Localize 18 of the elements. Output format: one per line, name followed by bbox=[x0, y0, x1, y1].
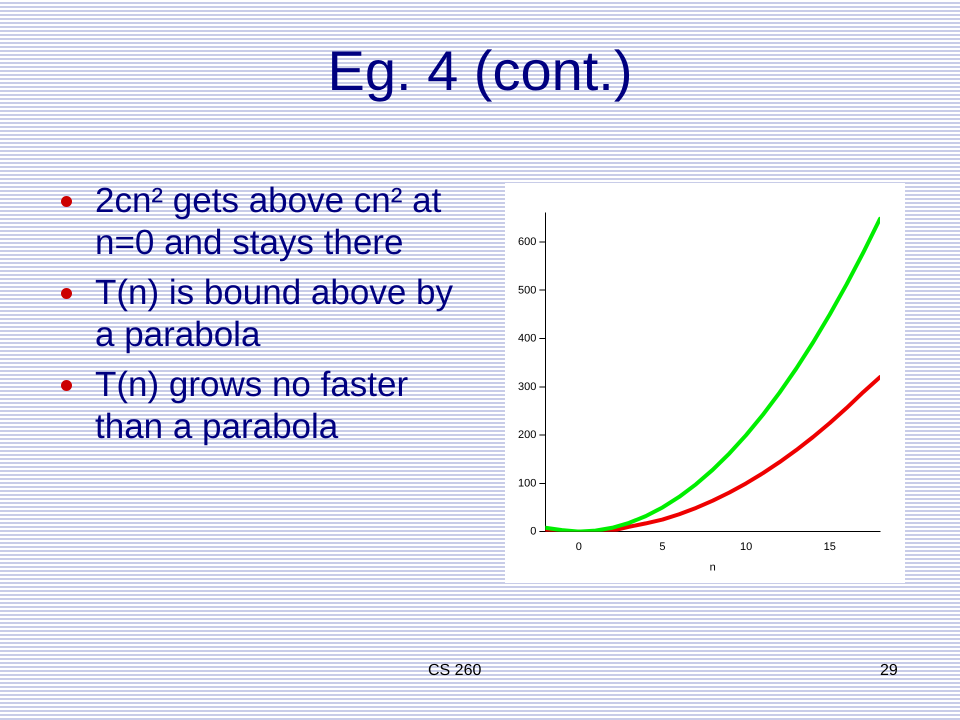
text: T(n) is bound above by a parabola bbox=[95, 273, 453, 354]
text: 2cn² gets above cn² at n=0 and stays there bbox=[95, 181, 442, 262]
text: CS 260 bbox=[428, 662, 482, 680]
y-tick-label: 600 bbox=[518, 236, 536, 248]
y-tick-label: 500 bbox=[518, 284, 536, 296]
x-tick-label: 0 bbox=[576, 541, 582, 554]
y-tick-label: 300 bbox=[518, 380, 536, 393]
y-tick-label: 200 bbox=[518, 429, 536, 442]
x-tick-label: 15 bbox=[824, 541, 836, 554]
y-tick-label: 0 bbox=[530, 526, 536, 538]
y-tick-label: 100 bbox=[518, 477, 536, 490]
y-tick-label: 400 bbox=[518, 332, 536, 345]
chart-title: Eg. 4 (cont.) bbox=[326, 38, 634, 103]
text: 29 bbox=[880, 662, 898, 680]
x-tick-label: 5 bbox=[659, 541, 666, 554]
x-tick-label: 10 bbox=[740, 541, 752, 554]
x-axis-title: n bbox=[710, 561, 716, 574]
text: T(n) grows no faster than a parabola bbox=[95, 365, 408, 446]
